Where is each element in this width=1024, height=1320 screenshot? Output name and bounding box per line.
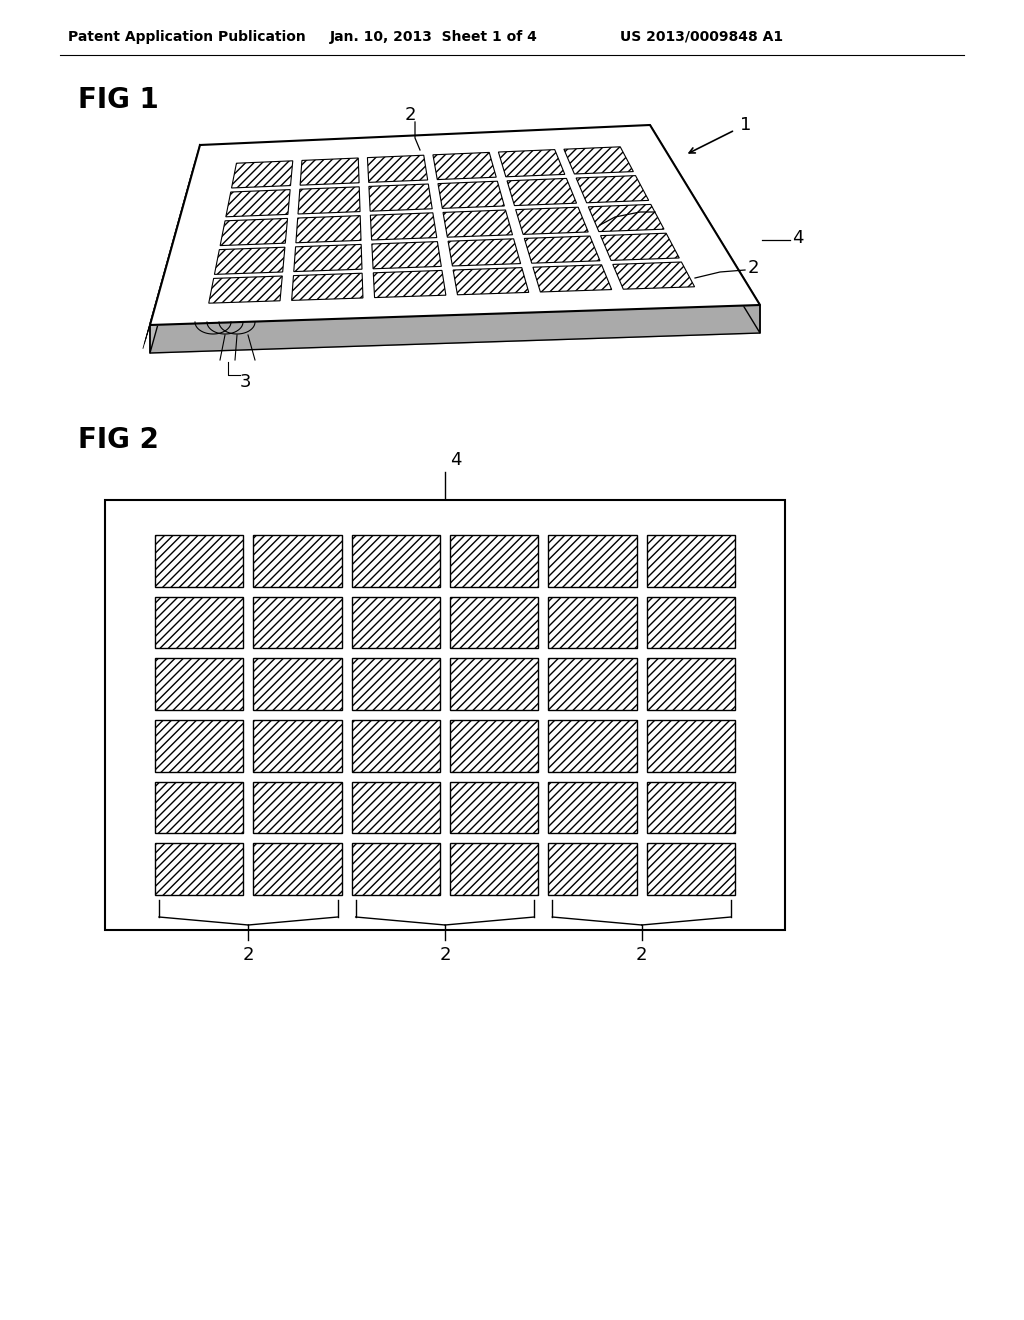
Bar: [253, 535, 342, 586]
Bar: [105, 500, 785, 931]
Text: Jan. 10, 2013  Sheet 1 of 4: Jan. 10, 2013 Sheet 1 of 4: [330, 30, 538, 44]
Bar: [450, 535, 539, 586]
Text: 4: 4: [792, 228, 804, 247]
Text: FIG 2: FIG 2: [78, 426, 159, 454]
Bar: [647, 719, 735, 772]
Polygon shape: [231, 161, 293, 187]
Bar: [351, 843, 440, 895]
Bar: [253, 719, 342, 772]
Polygon shape: [516, 207, 588, 235]
Bar: [647, 597, 735, 648]
Bar: [351, 781, 440, 833]
Text: Patent Application Publication: Patent Application Publication: [68, 30, 306, 44]
Bar: [450, 659, 539, 710]
Bar: [647, 535, 735, 586]
Bar: [253, 781, 342, 833]
Bar: [351, 719, 440, 772]
Polygon shape: [524, 236, 600, 263]
Polygon shape: [532, 265, 611, 292]
Polygon shape: [226, 190, 290, 216]
Text: 2: 2: [636, 946, 647, 964]
Polygon shape: [150, 145, 200, 352]
Polygon shape: [220, 218, 288, 246]
Text: 2: 2: [658, 201, 670, 219]
Bar: [155, 597, 244, 648]
Polygon shape: [650, 125, 760, 333]
Polygon shape: [296, 215, 361, 243]
Bar: [253, 843, 342, 895]
Text: 2: 2: [439, 946, 451, 964]
Text: 4: 4: [450, 451, 462, 469]
Text: 1: 1: [740, 116, 752, 135]
Polygon shape: [438, 181, 505, 209]
Polygon shape: [564, 147, 634, 174]
Bar: [351, 659, 440, 710]
Polygon shape: [369, 183, 432, 211]
Bar: [155, 843, 244, 895]
Bar: [450, 843, 539, 895]
Text: 3: 3: [240, 374, 252, 391]
Text: 2: 2: [748, 259, 760, 277]
Bar: [253, 659, 342, 710]
Polygon shape: [589, 205, 664, 231]
Polygon shape: [150, 125, 760, 325]
Polygon shape: [298, 187, 360, 214]
Bar: [450, 781, 539, 833]
Polygon shape: [214, 247, 285, 275]
Text: 2: 2: [404, 106, 416, 124]
Bar: [351, 597, 440, 648]
Text: US 2013/0009848 A1: US 2013/0009848 A1: [620, 30, 783, 44]
Bar: [647, 843, 735, 895]
Bar: [548, 597, 637, 648]
Polygon shape: [612, 261, 694, 289]
Polygon shape: [499, 149, 565, 177]
Polygon shape: [454, 268, 528, 294]
Bar: [548, 535, 637, 586]
Polygon shape: [507, 178, 577, 206]
Bar: [450, 597, 539, 648]
Polygon shape: [300, 158, 359, 185]
Polygon shape: [577, 176, 648, 203]
Bar: [548, 659, 637, 710]
Polygon shape: [449, 239, 520, 267]
Bar: [548, 781, 637, 833]
Polygon shape: [294, 244, 362, 272]
Bar: [548, 719, 637, 772]
Bar: [647, 659, 735, 710]
Bar: [253, 597, 342, 648]
Polygon shape: [371, 213, 437, 240]
Polygon shape: [209, 276, 283, 304]
Bar: [548, 843, 637, 895]
Polygon shape: [368, 156, 428, 182]
Bar: [155, 781, 244, 833]
Polygon shape: [600, 234, 679, 260]
Polygon shape: [372, 242, 441, 269]
Polygon shape: [433, 152, 497, 180]
Text: 2: 2: [243, 946, 254, 964]
Bar: [155, 719, 244, 772]
Text: FIG 1: FIG 1: [78, 86, 159, 114]
Bar: [155, 659, 244, 710]
Bar: [155, 535, 244, 586]
Polygon shape: [374, 271, 445, 297]
Polygon shape: [443, 210, 512, 238]
Bar: [647, 781, 735, 833]
Bar: [351, 535, 440, 586]
Bar: [450, 719, 539, 772]
Polygon shape: [150, 305, 760, 352]
Polygon shape: [292, 273, 362, 301]
